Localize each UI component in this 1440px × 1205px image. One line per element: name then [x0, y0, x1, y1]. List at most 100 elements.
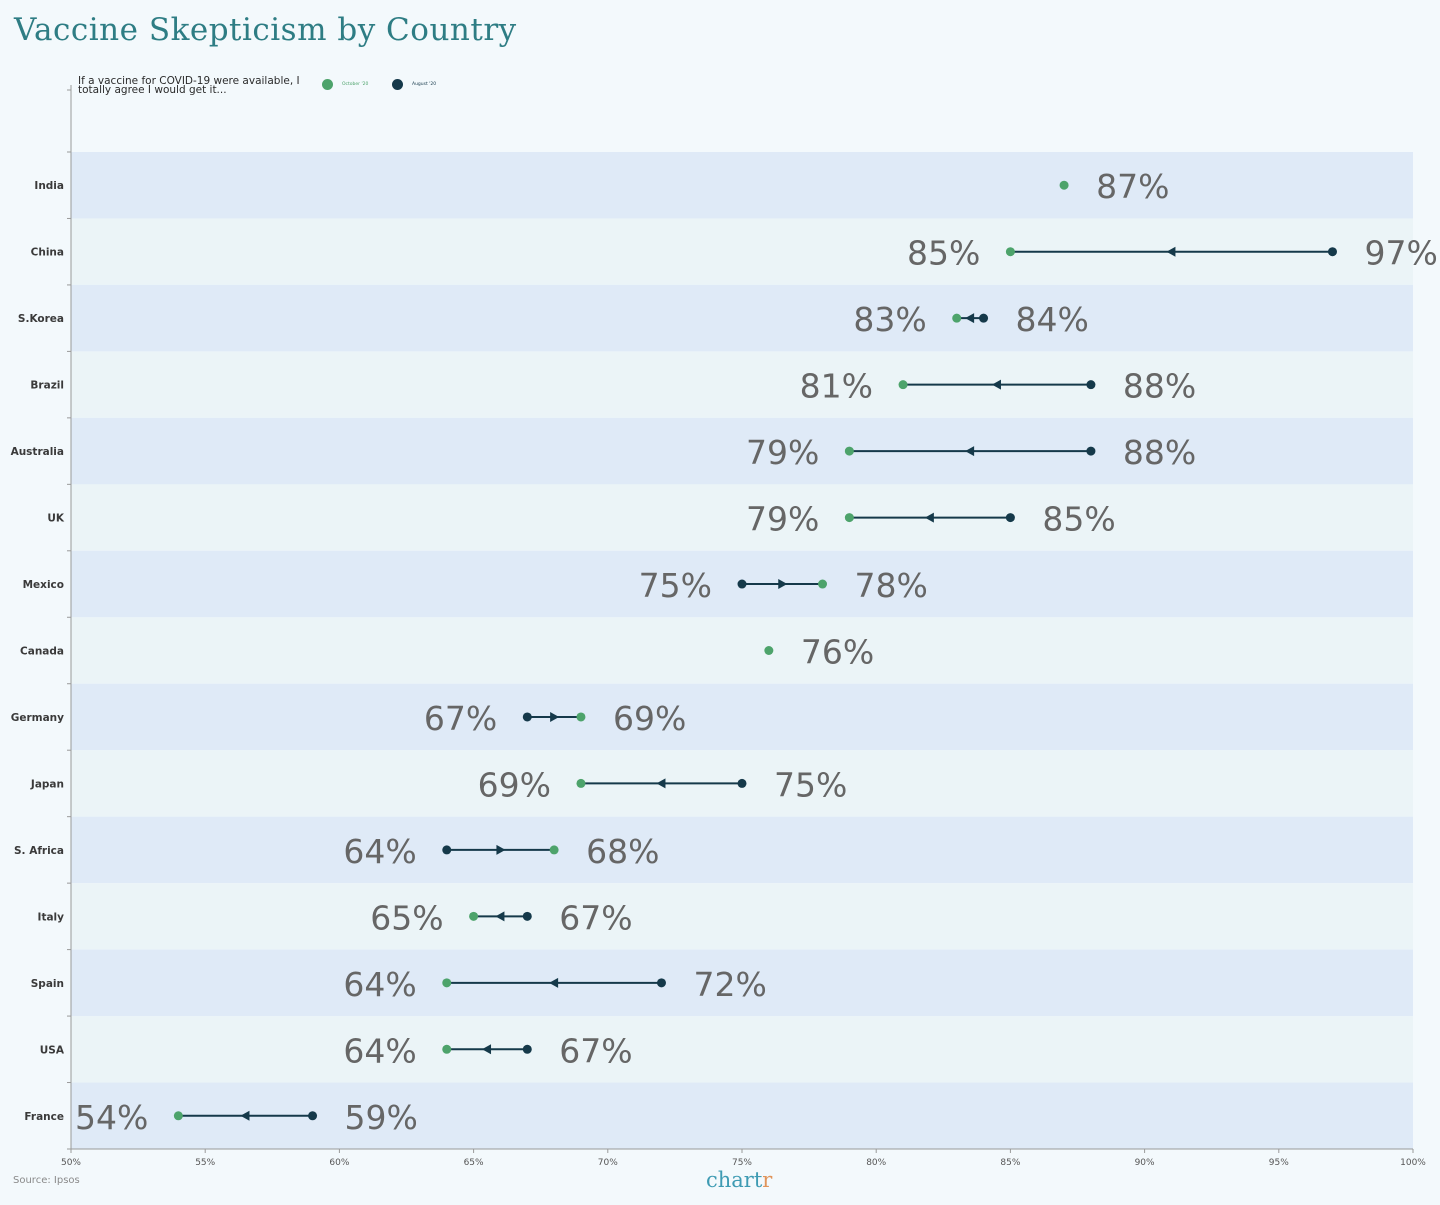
value-label-right: 72%	[693, 965, 766, 1004]
change-arrow	[550, 711, 560, 722]
august-point	[522, 1044, 532, 1054]
october-point	[844, 513, 854, 523]
value-label-left: 83%	[853, 300, 926, 339]
october-point	[442, 978, 452, 988]
october-point	[576, 778, 586, 788]
chart-subtitle: If a vaccine for COVID-19 were available…	[78, 75, 300, 96]
august-point	[1086, 446, 1096, 456]
logo-main: chart	[706, 1168, 763, 1192]
value-label-left: 79%	[746, 433, 819, 472]
october-point	[952, 313, 962, 323]
august-point	[737, 778, 747, 788]
value-label-left: 69%	[478, 765, 551, 804]
category-label: USA	[40, 1044, 65, 1056]
legend-item-august: August '20	[392, 79, 436, 90]
change-arrow	[482, 1044, 492, 1055]
category-label: Italy	[38, 911, 65, 923]
august-point	[1327, 247, 1337, 257]
value-label-left: 64%	[343, 832, 416, 871]
value-label-right: 88%	[1123, 367, 1196, 406]
row-band	[71, 617, 1413, 684]
value-label-left: 65%	[370, 898, 443, 937]
category-label: Mexico	[23, 579, 64, 591]
august-point	[442, 845, 452, 855]
logo-accent: r	[762, 1168, 773, 1192]
october-point	[469, 911, 479, 921]
source-note: Source: Ipsos	[13, 1175, 80, 1186]
x-tick-label: 65%	[464, 1158, 484, 1168]
value-label-right: 75%	[774, 765, 847, 804]
value-label-right: 59%	[345, 1098, 418, 1137]
change-arrow	[496, 844, 506, 855]
x-tick-label: 85%	[1000, 1158, 1020, 1168]
row-band	[71, 417, 1413, 485]
august-point	[308, 1111, 318, 1121]
legend-item-october: October '20	[322, 79, 368, 90]
change-arrow	[965, 446, 975, 457]
x-tick-label: 60%	[329, 1158, 349, 1168]
change-arrow	[495, 911, 505, 922]
chartr-logo: chartr	[706, 1168, 772, 1192]
category-label: S.Korea	[18, 313, 64, 325]
value-label-left: 64%	[343, 965, 416, 1004]
october-point	[173, 1111, 183, 1121]
change-arrow	[549, 977, 559, 988]
change-arrow	[924, 512, 934, 523]
october-point	[576, 712, 586, 722]
october-point	[1005, 247, 1015, 257]
category-label: France	[24, 1111, 64, 1123]
row-band	[71, 683, 1413, 751]
legend-august-label: August '20	[412, 82, 437, 87]
august-point	[656, 978, 666, 988]
value-label-right: 69%	[613, 699, 686, 738]
value-label-left: 85%	[907, 234, 980, 273]
value-label-left: 75%	[639, 566, 712, 605]
row-band	[71, 152, 1413, 219]
october-point	[898, 380, 908, 390]
value-label-right: 76%	[801, 633, 874, 672]
row-band	[71, 816, 1413, 884]
october-point	[549, 845, 559, 855]
chart-title: Vaccine Skepticism by Country	[14, 12, 517, 48]
row-band	[71, 883, 1413, 950]
value-label-left: 81%	[800, 367, 873, 406]
value-label-left: 54%	[75, 1098, 148, 1137]
october-point	[442, 1044, 452, 1054]
value-label-left: 64%	[343, 1031, 416, 1070]
x-tick-label: 75%	[732, 1158, 752, 1168]
x-tick-label: 100%	[1400, 1158, 1426, 1168]
value-label-right: 85%	[1042, 500, 1115, 539]
value-label-right: 88%	[1123, 433, 1196, 472]
change-arrow	[991, 379, 1001, 390]
category-label: Australia	[11, 446, 64, 458]
change-arrow	[240, 1110, 250, 1121]
august-point	[737, 579, 747, 589]
value-label-left: 79%	[746, 500, 819, 539]
x-tick-label: 95%	[1269, 1158, 1289, 1168]
change-arrow	[1166, 246, 1176, 257]
x-tick-label: 70%	[598, 1158, 618, 1168]
category-label: China	[31, 247, 64, 259]
category-label: Canada	[20, 646, 64, 658]
category-label: S. Africa	[14, 845, 64, 857]
value-label-right: 67%	[559, 1031, 632, 1070]
value-label-right: 87%	[1096, 167, 1169, 206]
row-band	[71, 949, 1413, 1017]
august-point	[522, 911, 532, 921]
august-point	[522, 712, 532, 722]
august-point	[1005, 513, 1015, 523]
change-arrow	[965, 313, 975, 324]
value-label-right: 68%	[586, 832, 659, 871]
october-point	[764, 646, 774, 655]
category-label: India	[34, 180, 64, 192]
x-tick-label: 80%	[866, 1158, 886, 1168]
row-band	[71, 1016, 1413, 1083]
october-point	[844, 446, 854, 456]
category-label: Spain	[31, 978, 64, 990]
category-label: Japan	[30, 778, 64, 790]
row-band	[71, 484, 1413, 551]
row-band	[71, 284, 1413, 352]
value-label-left: 67%	[424, 699, 497, 738]
value-label-right: 78%	[855, 566, 928, 605]
